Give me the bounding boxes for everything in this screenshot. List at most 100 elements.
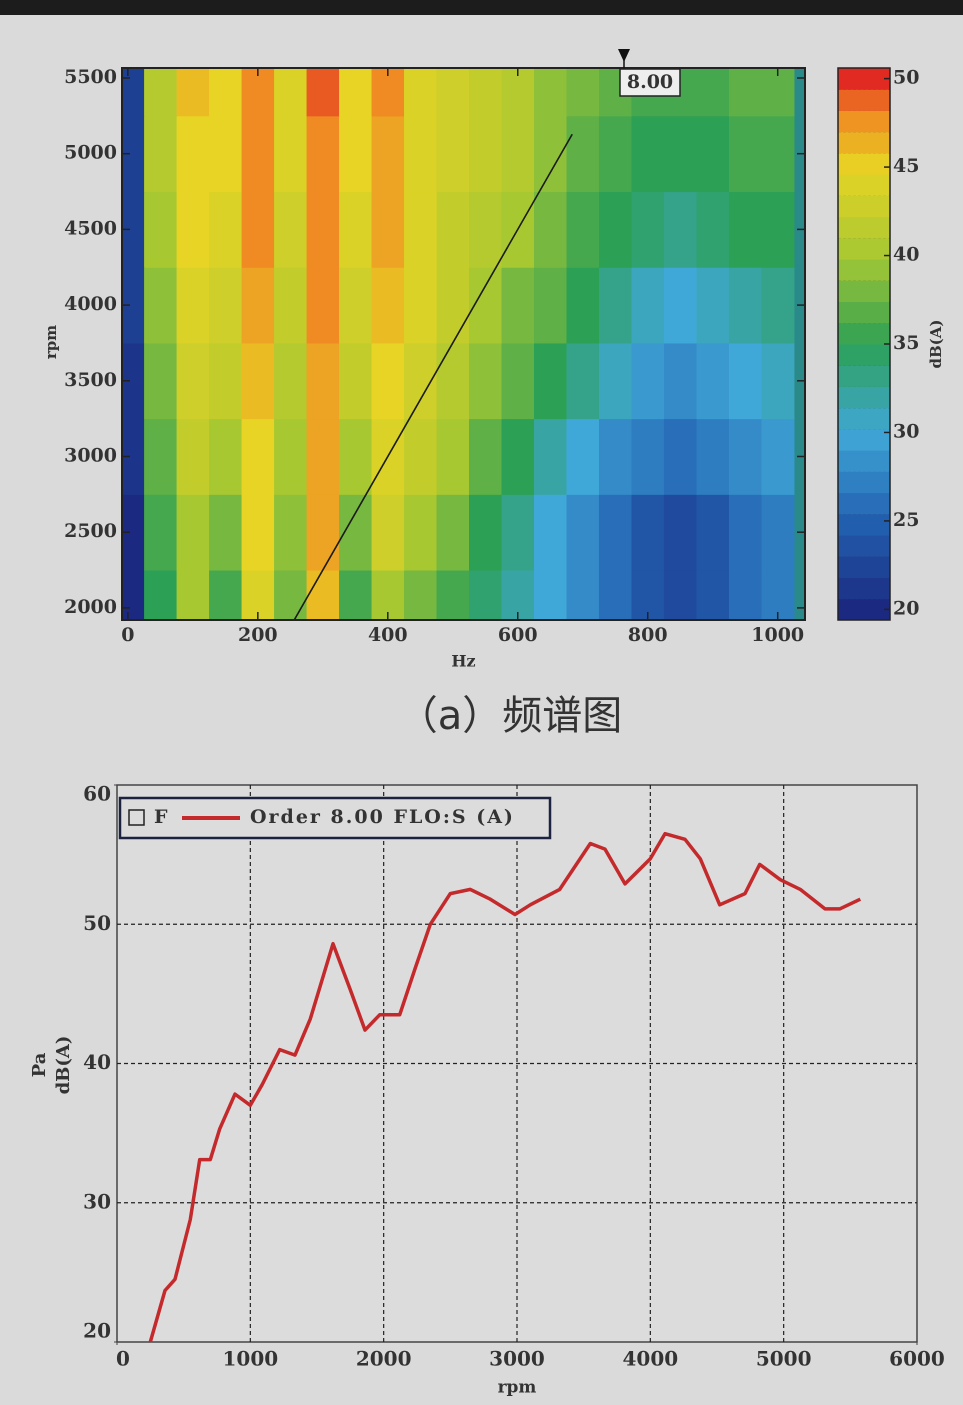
- heat-cell: [566, 267, 600, 344]
- heat-cell: [274, 342, 308, 420]
- x-tick-label: 1000: [751, 624, 804, 646]
- heat-cell: [728, 115, 762, 193]
- heat-cell: [144, 267, 178, 344]
- colorbar-band: [838, 259, 890, 281]
- colorbar-band: [838, 471, 890, 494]
- heat-cell: [306, 191, 340, 268]
- heat-cell: [566, 191, 600, 268]
- heat-cell: [663, 494, 697, 571]
- colorbar-band: [838, 513, 890, 536]
- heat-cell: [761, 115, 795, 193]
- heat-cell: [122, 267, 145, 344]
- heat-cell: [663, 267, 697, 344]
- heat-cell: [566, 494, 600, 571]
- heat-cell: [501, 115, 535, 193]
- heat-cell: [209, 267, 243, 344]
- heat-cell: [663, 191, 697, 268]
- colorbar-band: [838, 174, 890, 196]
- heat-cell: [728, 570, 762, 620]
- heat-cell: [469, 570, 503, 620]
- colorbar-band: [838, 195, 890, 218]
- heat-cell: [631, 115, 665, 193]
- heat-cell: [274, 68, 308, 117]
- colorbar-band: [838, 280, 890, 303]
- colorbar-band: [838, 216, 890, 239]
- heat-cell: [122, 115, 145, 193]
- colorbar-band: [838, 556, 890, 579]
- heat-cell: [306, 68, 340, 117]
- colorbar-tick-label: 50: [893, 67, 919, 89]
- y-tick-label: 3500: [64, 369, 117, 391]
- heat-cell: [371, 115, 405, 193]
- heat-cell: [696, 115, 730, 193]
- y-tick-label: 3000: [64, 444, 117, 466]
- heat-cell: [144, 115, 178, 193]
- heat-cell: [404, 342, 438, 420]
- heat-cell: [122, 342, 145, 420]
- heat-cell: [598, 267, 632, 344]
- colorbar-band: [838, 89, 890, 111]
- heat-cell: [122, 494, 145, 571]
- colorbar-band: [838, 407, 890, 430]
- heat-cell: [728, 191, 762, 268]
- heat-cell: [209, 191, 243, 268]
- heat-cell: [436, 191, 470, 268]
- heat-cell: [209, 418, 243, 495]
- heat-cell: [469, 418, 503, 495]
- heat-cell: [696, 267, 730, 344]
- colorbar-band: [838, 237, 890, 260]
- heat-cell: [761, 494, 795, 571]
- heat-cell: [176, 570, 210, 620]
- heat-cell: [241, 570, 275, 620]
- heat-cell: [534, 570, 568, 620]
- heat-cell: [241, 191, 275, 268]
- heat-cell: [404, 267, 438, 344]
- heat-cell: [176, 68, 210, 117]
- heat-cell: [566, 115, 600, 193]
- heat-cell: [436, 342, 470, 420]
- heat-cell: [209, 342, 243, 420]
- legend-checkbox: [128, 809, 145, 826]
- heat-cell: [241, 267, 275, 344]
- heat-cell: [469, 191, 503, 268]
- x-tick-label: 200: [238, 624, 278, 646]
- heat-cell: [371, 68, 405, 117]
- colorbar-band: [838, 322, 890, 345]
- heat-cell: [306, 342, 340, 420]
- heat-cell: [728, 342, 762, 420]
- heat-cell: [436, 68, 470, 117]
- heat-cell: [209, 570, 243, 620]
- heat-cell: [728, 68, 762, 117]
- heat-cell: [728, 267, 762, 344]
- heat-cell: [761, 418, 795, 495]
- heat-cell: [436, 267, 470, 344]
- y-tick-label: 5500: [64, 66, 117, 88]
- heat-cell: [274, 570, 308, 620]
- caption: （a）频谱图: [398, 693, 623, 739]
- heat-cell: [122, 68, 145, 117]
- heat-cell: [534, 115, 568, 193]
- heat-cell: [534, 191, 568, 268]
- heat-cell: [306, 570, 340, 620]
- heat-cell: [761, 191, 795, 268]
- colorbar-band: [838, 492, 890, 515]
- x-tick-label: 4000: [622, 1347, 678, 1371]
- heat-cell: [306, 418, 340, 495]
- heat-cell: [371, 494, 405, 571]
- heat-cell: [436, 570, 470, 620]
- heat-cell: [209, 494, 243, 571]
- colorbar-tick-label: 40: [893, 244, 919, 266]
- colorbar-band: [838, 152, 890, 175]
- x-tick-label: 400: [368, 624, 408, 646]
- heat-cell: [274, 191, 308, 268]
- heat-cell: [631, 418, 665, 495]
- y-tick-label: 30: [83, 1189, 111, 1213]
- heat-cell: [663, 115, 697, 193]
- x-tick-label: 800: [628, 624, 668, 646]
- heat-cell: [404, 570, 438, 620]
- colorbar-band: [838, 301, 890, 324]
- heat-cell: [274, 418, 308, 495]
- heat-cell: [339, 570, 373, 620]
- heat-cell: [176, 115, 210, 193]
